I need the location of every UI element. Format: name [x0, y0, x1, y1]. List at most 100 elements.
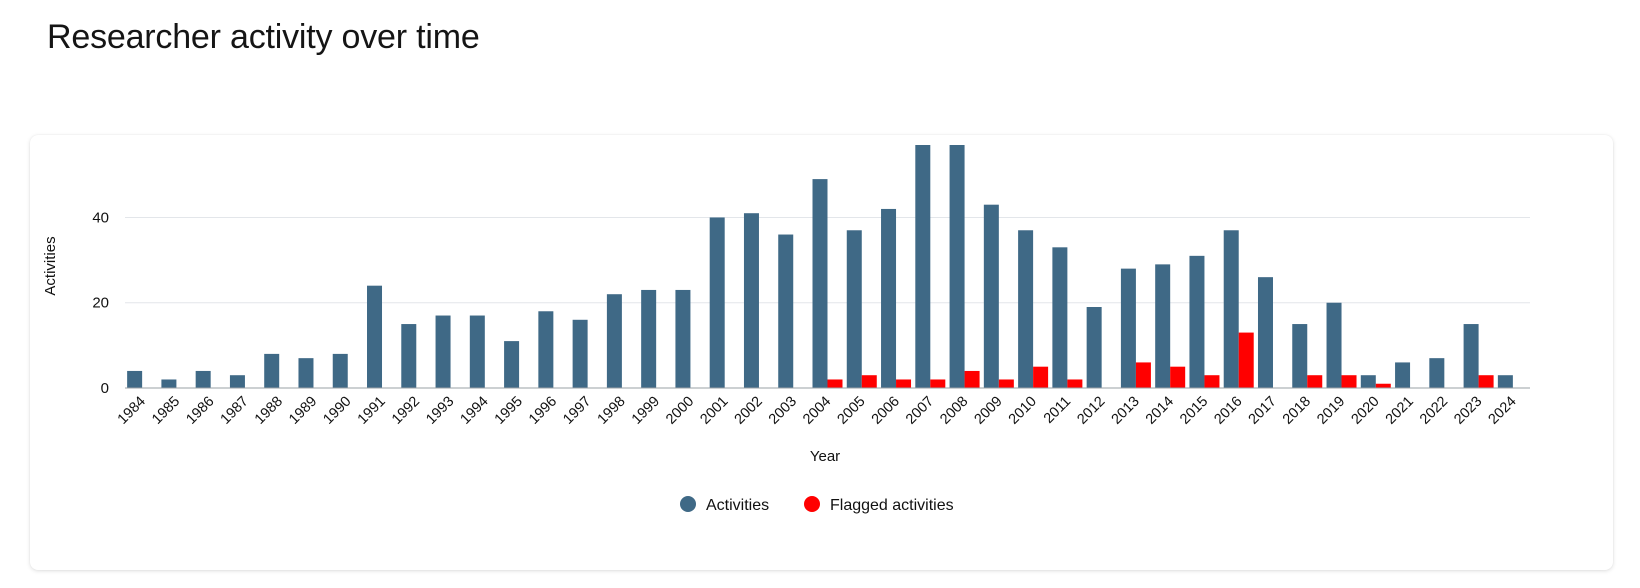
bar-activities-1990[interactable] [332, 353, 348, 388]
bar-activities-1986[interactable] [195, 370, 211, 388]
bar-flagged-2020[interactable] [1375, 383, 1391, 388]
bar-flagged-2019[interactable] [1341, 375, 1357, 388]
x-tick-label: 2024 [1486, 394, 1520, 428]
bar-activities-2006[interactable] [881, 208, 897, 388]
bar-activities-2008[interactable] [949, 145, 965, 388]
bar-activities-2002[interactable] [743, 213, 759, 388]
x-tick-label: 2012 [1074, 394, 1108, 428]
legend-label-activities: Activities [706, 497, 769, 514]
bar-activities-2014[interactable] [1155, 264, 1171, 388]
bar-activities-2013[interactable] [1120, 268, 1136, 388]
bar-flagged-2010[interactable] [1033, 366, 1049, 388]
legend: Activities Flagged activities [680, 496, 954, 514]
x-tick-label: 1992 [389, 394, 423, 428]
bar-activities-2005[interactable] [846, 230, 862, 388]
bar-flagged-2013[interactable] [1135, 362, 1151, 388]
bar-activities-2017[interactable] [1257, 277, 1273, 388]
x-tick-label: 1987 [218, 394, 252, 428]
legend-item-flagged-activities[interactable]: Flagged activities [804, 496, 954, 514]
bar-flagged-2011[interactable] [1067, 379, 1083, 388]
bar-activities-1994[interactable] [469, 315, 485, 388]
bar-activities-2019[interactable] [1326, 302, 1342, 388]
bar-activities-2000[interactable] [675, 289, 691, 388]
y-tick-label: 40 [92, 209, 109, 226]
bar-activities-2009[interactable] [983, 204, 999, 388]
x-tick-label: 1990 [320, 394, 354, 428]
x-tick-label: 1998 [595, 394, 629, 428]
x-tick-label: 1989 [286, 394, 320, 428]
bar-activities-2021[interactable] [1395, 362, 1411, 388]
bar-activities-1988[interactable] [264, 353, 280, 388]
legend-swatch-flagged-activities [804, 496, 820, 512]
x-tick-label: 2014 [1143, 394, 1177, 428]
bar-activities-1987[interactable] [229, 375, 245, 388]
x-tick-label: 2007 [903, 394, 937, 428]
bar-activities-1999[interactable] [641, 289, 657, 388]
bar-activities-2024[interactable] [1497, 375, 1513, 388]
bar-flagged-2005[interactable] [861, 375, 877, 388]
bar-activities-1998[interactable] [606, 294, 622, 388]
x-tick-label: 2017 [1246, 394, 1280, 428]
x-tick-label: 1997 [560, 394, 594, 428]
legend-label-flagged-activities: Flagged activities [830, 497, 954, 514]
bar-flagged-2004[interactable] [827, 379, 843, 388]
bar-activities-1993[interactable] [435, 315, 451, 388]
bar-activities-2010[interactable] [1018, 230, 1034, 388]
bar-activities-1995[interactable] [504, 341, 520, 388]
bar-activities-2020[interactable] [1360, 375, 1376, 388]
bar-activities-1996[interactable] [538, 311, 554, 388]
x-tick-label: 1985 [149, 394, 183, 428]
x-tick-label: 1993 [423, 394, 457, 428]
x-tick-label: 1994 [458, 394, 492, 428]
bar-activities-2016[interactable] [1223, 230, 1239, 388]
bar-activities-1992[interactable] [401, 324, 417, 388]
bar-activities-2022[interactable] [1429, 358, 1445, 388]
bar-flagged-2006[interactable] [896, 379, 912, 388]
x-tick-label: 2020 [1348, 394, 1382, 428]
x-tick-label: 2009 [972, 394, 1006, 428]
x-tick-label: 2003 [766, 394, 800, 428]
bar-activities-2012[interactable] [1086, 307, 1102, 388]
bar-flagged-2007[interactable] [930, 379, 946, 388]
bar-activities-1991[interactable] [367, 285, 383, 388]
x-tick-label: 1991 [355, 394, 389, 428]
x-tick-label: 2016 [1211, 394, 1245, 428]
bar-activities-2015[interactable] [1189, 255, 1205, 388]
x-tick-label: 2004 [800, 394, 834, 428]
x-tick-label: 2023 [1451, 394, 1485, 428]
legend-item-activities[interactable]: Activities [680, 496, 769, 514]
bar-activities-1989[interactable] [298, 358, 314, 388]
bar-activities-2023[interactable] [1463, 324, 1479, 388]
bar-activities-2011[interactable] [1052, 247, 1068, 388]
bar-flagged-2008[interactable] [964, 370, 980, 388]
bar-activities-2004[interactable] [812, 179, 828, 388]
bar-activities-1984[interactable] [127, 370, 143, 388]
y-tick-label: 20 [92, 295, 109, 312]
bar-activities-2003[interactable] [778, 234, 794, 388]
bar-activities-1997[interactable] [572, 319, 588, 388]
bars [127, 145, 1513, 388]
bar-flagged-2014[interactable] [1170, 366, 1186, 388]
x-tick-label: 1988 [252, 394, 286, 428]
x-tick-label: 2022 [1417, 394, 1451, 428]
bar-activities-2007[interactable] [915, 145, 931, 388]
x-tick-label: 2002 [732, 394, 766, 428]
x-tick-label: 2006 [869, 394, 903, 428]
x-tick-label: 1999 [629, 394, 663, 428]
page-title: Researcher activity over time [47, 18, 480, 56]
bar-activities-1985[interactable] [161, 379, 177, 388]
bar-flagged-2015[interactable] [1204, 375, 1220, 388]
bar-flagged-2009[interactable] [998, 379, 1014, 388]
bar-flagged-2016[interactable] [1238, 332, 1254, 388]
bar-flagged-2018[interactable] [1307, 375, 1323, 388]
bar-activities-2001[interactable] [709, 217, 725, 388]
y-tick-label: 0 [101, 380, 109, 397]
x-tick-label: 1986 [183, 394, 217, 428]
x-tick-label: 2021 [1383, 394, 1417, 428]
bar-activities-2018[interactable] [1292, 324, 1308, 388]
x-tick-label: 1995 [492, 394, 526, 428]
y-axis-title: Activities [42, 236, 59, 295]
bar-flagged-2023[interactable] [1478, 375, 1494, 388]
x-tick-label: 2010 [1006, 394, 1040, 428]
